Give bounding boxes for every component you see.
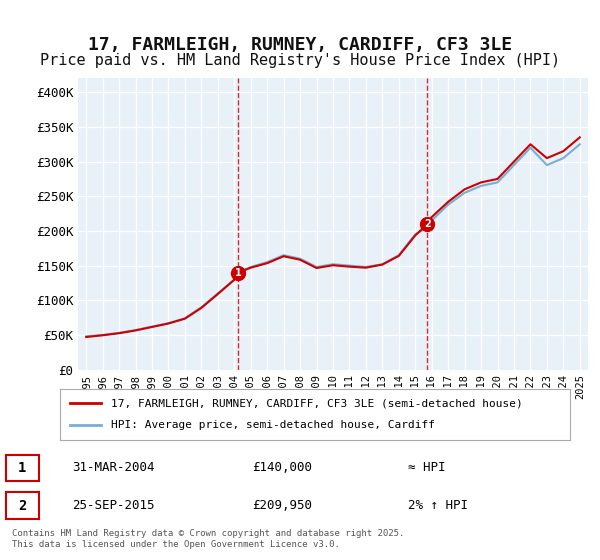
Text: 2% ↑ HPI: 2% ↑ HPI [408, 499, 468, 512]
Text: 1: 1 [235, 268, 242, 278]
Text: £209,950: £209,950 [252, 499, 312, 512]
Text: 1: 1 [18, 461, 26, 475]
Text: ≈ HPI: ≈ HPI [408, 461, 446, 474]
Text: 17, FARMLEIGH, RUMNEY, CARDIFF, CF3 3LE: 17, FARMLEIGH, RUMNEY, CARDIFF, CF3 3LE [88, 36, 512, 54]
Text: 2: 2 [424, 219, 431, 229]
Text: 31-MAR-2004: 31-MAR-2004 [72, 461, 155, 474]
Text: Price paid vs. HM Land Registry's House Price Index (HPI): Price paid vs. HM Land Registry's House … [40, 53, 560, 68]
Text: 2: 2 [18, 498, 26, 512]
Text: 25-SEP-2015: 25-SEP-2015 [72, 499, 155, 512]
Text: 17, FARMLEIGH, RUMNEY, CARDIFF, CF3 3LE (semi-detached house): 17, FARMLEIGH, RUMNEY, CARDIFF, CF3 3LE … [111, 398, 523, 408]
Text: HPI: Average price, semi-detached house, Cardiff: HPI: Average price, semi-detached house,… [111, 421, 435, 431]
Text: £140,000: £140,000 [252, 461, 312, 474]
Text: Contains HM Land Registry data © Crown copyright and database right 2025.
This d: Contains HM Land Registry data © Crown c… [12, 529, 404, 549]
FancyBboxPatch shape [6, 492, 39, 519]
FancyBboxPatch shape [6, 455, 39, 481]
